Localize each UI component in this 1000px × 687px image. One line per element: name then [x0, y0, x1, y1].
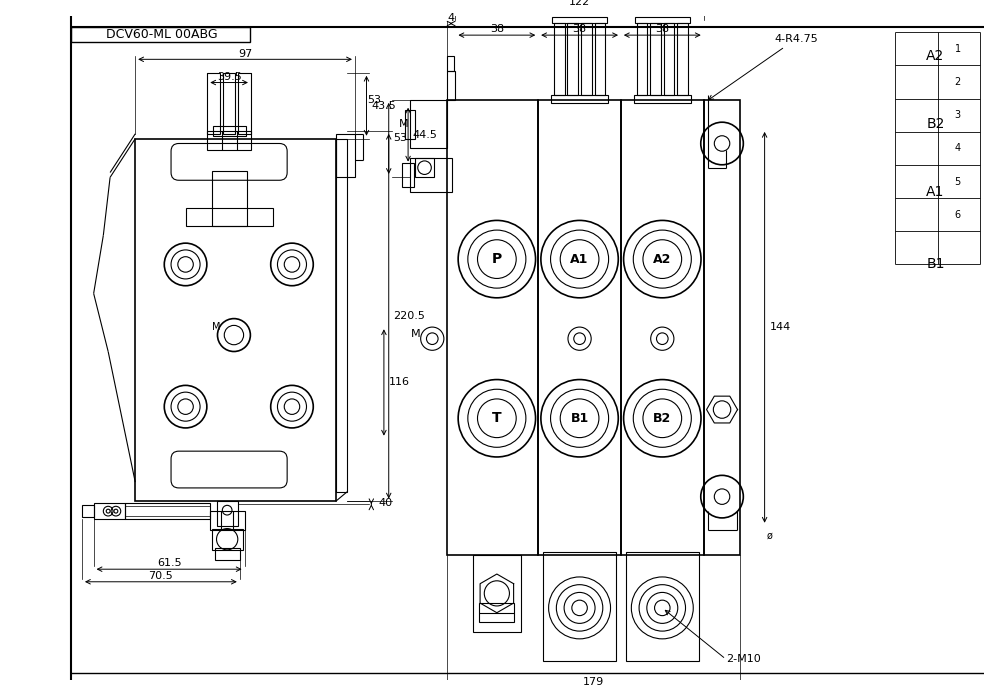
- Bar: [213, 126, 246, 136]
- Text: 179: 179: [583, 677, 604, 687]
- Bar: [595, 23, 605, 95]
- Text: 3: 3: [955, 110, 961, 120]
- Text: 97: 97: [238, 49, 252, 58]
- Bar: [217, 502, 238, 526]
- Text: P: P: [492, 252, 502, 266]
- Bar: [447, 56, 454, 71]
- Text: 4-R4.75: 4-R4.75: [709, 34, 818, 100]
- Bar: [664, 23, 674, 95]
- Text: 144: 144: [769, 322, 791, 333]
- Bar: [82, 506, 94, 517]
- Text: B1: B1: [926, 258, 945, 271]
- Text: T: T: [492, 412, 502, 425]
- Text: 4: 4: [955, 144, 961, 153]
- Text: 39.5: 39.5: [217, 71, 241, 82]
- Text: 122: 122: [569, 0, 590, 8]
- Text: 5: 5: [955, 177, 961, 186]
- Bar: [447, 71, 455, 100]
- Text: DCV60-ML 00ABG: DCV60-ML 00ABG: [106, 27, 217, 41]
- Bar: [336, 139, 347, 492]
- Bar: [551, 95, 608, 103]
- Bar: [405, 110, 415, 139]
- Bar: [215, 548, 240, 559]
- Bar: [135, 139, 336, 502]
- Bar: [336, 134, 355, 177]
- Text: M: M: [212, 322, 221, 333]
- Bar: [650, 23, 661, 95]
- Text: 38: 38: [655, 24, 669, 34]
- Bar: [71, 27, 250, 42]
- Bar: [125, 504, 210, 519]
- Bar: [410, 158, 452, 192]
- Text: A2: A2: [653, 253, 671, 266]
- Bar: [402, 163, 414, 187]
- Bar: [621, 100, 704, 554]
- Text: 38: 38: [573, 24, 587, 34]
- Bar: [637, 23, 647, 95]
- Text: 2-M10: 2-M10: [726, 654, 761, 664]
- Bar: [410, 100, 447, 148]
- Text: B1: B1: [570, 412, 589, 425]
- Text: 53: 53: [394, 133, 408, 144]
- Bar: [207, 131, 251, 150]
- Text: 53: 53: [367, 95, 381, 105]
- Text: ø: ø: [767, 530, 772, 541]
- Bar: [212, 528, 243, 550]
- Text: B2: B2: [653, 412, 671, 425]
- Bar: [447, 100, 538, 554]
- Text: 1: 1: [955, 44, 961, 54]
- Bar: [94, 504, 125, 519]
- Bar: [626, 552, 699, 661]
- Bar: [223, 73, 235, 134]
- Text: 38: 38: [490, 24, 504, 34]
- Bar: [538, 100, 621, 554]
- Bar: [212, 170, 247, 226]
- Text: 116: 116: [389, 377, 410, 387]
- Text: A2: A2: [926, 49, 945, 63]
- Bar: [552, 16, 607, 23]
- Bar: [543, 552, 616, 661]
- Bar: [479, 603, 514, 622]
- Bar: [238, 73, 251, 134]
- Text: 40: 40: [378, 498, 392, 508]
- Bar: [207, 73, 220, 134]
- Text: 70.5: 70.5: [149, 571, 173, 581]
- Bar: [210, 511, 245, 530]
- Bar: [186, 208, 273, 226]
- Text: 44.5: 44.5: [413, 130, 438, 139]
- Text: M: M: [411, 329, 421, 339]
- Bar: [567, 23, 578, 95]
- Text: 2: 2: [955, 77, 961, 87]
- Text: 4: 4: [448, 13, 455, 23]
- Bar: [415, 158, 434, 177]
- Bar: [554, 23, 565, 95]
- Text: M: M: [398, 119, 408, 129]
- Text: 61.5: 61.5: [157, 559, 181, 568]
- Bar: [635, 16, 690, 23]
- Text: 220.5: 220.5: [394, 311, 425, 322]
- Text: 6: 6: [955, 210, 961, 220]
- Bar: [473, 554, 521, 632]
- Bar: [704, 100, 740, 554]
- Text: B2: B2: [926, 117, 945, 131]
- Text: A1: A1: [926, 185, 945, 199]
- Text: A1: A1: [570, 253, 589, 266]
- Bar: [677, 23, 688, 95]
- Text: 43.5: 43.5: [371, 101, 396, 111]
- Bar: [634, 95, 691, 103]
- Bar: [581, 23, 592, 95]
